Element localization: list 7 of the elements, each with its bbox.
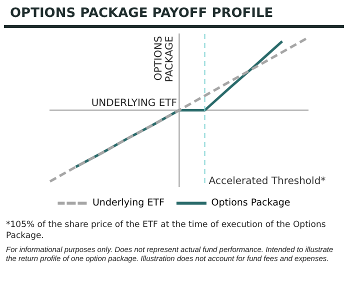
y-axis-title: OPTIONS PACKAGE — [154, 36, 176, 82]
legend-label: Options Package — [211, 198, 290, 209]
legend-label: Underlying ETF — [92, 198, 164, 209]
x-axis-title: UNDERLYING ETF — [91, 98, 178, 109]
annotation: Accelerated Threshold* — [208, 176, 326, 188]
text: *105% of the share price of the ETF at the time of execution of the Options Package. — [6, 220, 327, 242]
chart-title: OPTIONS PACKAGE PAYOFF PROFILE — [4, 0, 344, 28]
